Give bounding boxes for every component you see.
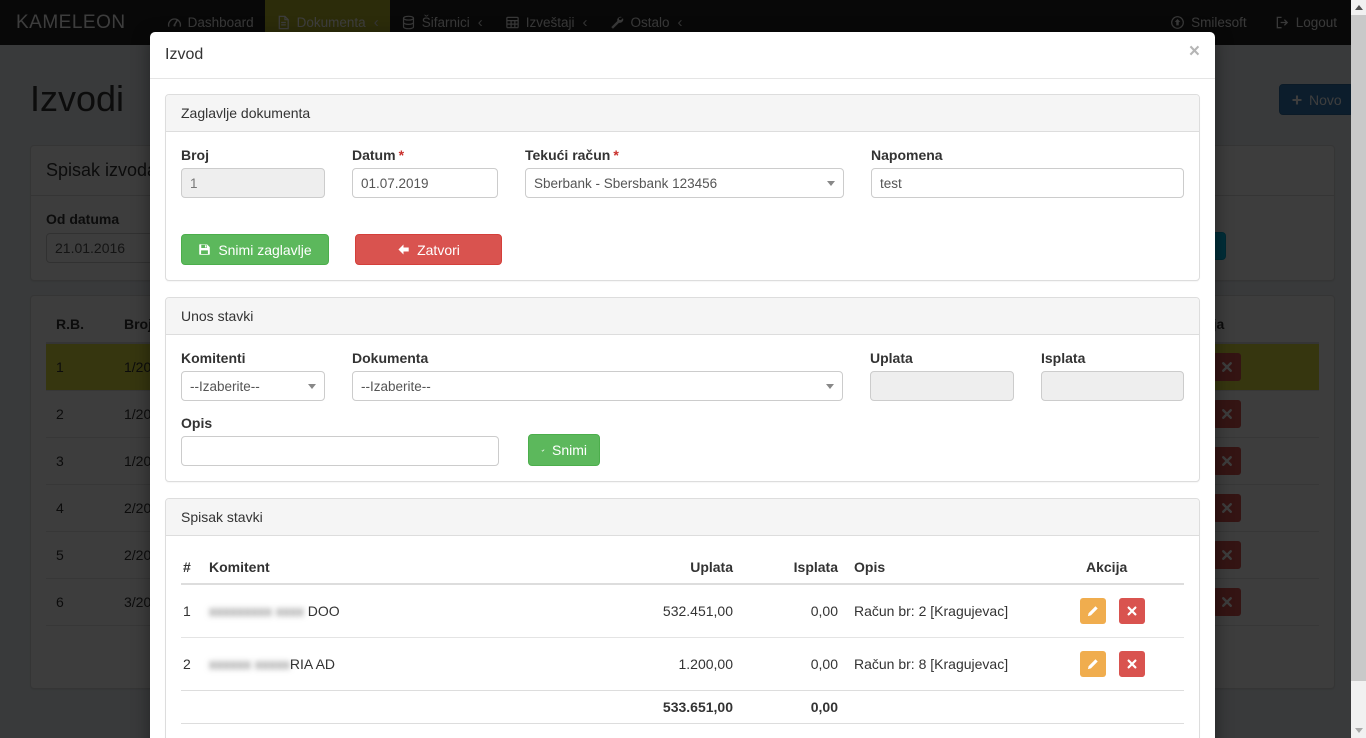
required-asterisk: * [613,147,619,163]
close-icon[interactable]: × [1188,41,1200,62]
dokumenta-select[interactable]: --Izaberite-- [352,371,843,401]
delete-button[interactable] [1118,651,1145,677]
opis-input[interactable] [181,436,499,466]
datum-label: Datum * [352,147,405,163]
zaglavlje-panel: Zaglavlje dokumenta Broj Datum* Tekući r… [165,94,1200,281]
izvod-modal: Izvod × Zaglavlje dokumenta Broj Datum* [150,32,1215,738]
cell-num: 1 [181,583,201,638]
caret-down-icon [826,383,834,389]
cell-opis: Račun br: 2 [Kragujevac] [846,583,1072,638]
stavka-row: 2 xxxxxx xxxxxRIA AD 1.200,00 0,00 Račun… [181,637,1184,691]
snimi-button[interactable]: Snimi [528,434,600,466]
x-icon [1127,606,1137,616]
arrow-left-icon [398,244,409,255]
tekuci-racun-label: Tekući račun * [525,147,619,163]
browser-scrollbar[interactable] [1351,0,1366,738]
caret-down-icon [308,383,316,389]
cell-komitent: xxxxxx xxxxxRIA AD [201,637,586,691]
zatvori-button[interactable]: Zatvori [355,234,502,265]
total-uplata: 533.651,00 [586,690,741,724]
delete-button[interactable] [1118,598,1145,624]
edit-button[interactable] [1080,598,1106,624]
stavke-table: # Komitent Uplata Isplata Opis Akcija 1 … [181,551,1184,724]
col-header-isplata: Isplata [741,551,846,585]
selected-value: Sberbank - Sbersbank 123456 [534,175,718,191]
napomena-label: Napomena [871,147,943,163]
edit-button[interactable] [1080,651,1106,677]
scrollbar-thumb[interactable] [1351,15,1366,681]
scroll-down-button[interactable] [1351,723,1366,738]
required-asterisk: * [398,147,405,163]
col-header-num: # [181,551,201,585]
cell-uplata: 1.200,00 [586,637,741,691]
modal-title: Izvod [165,46,204,63]
total-isplata: 0,00 [741,690,846,724]
isplata-input [1041,371,1184,401]
broj-input [181,168,325,198]
unos-stavki-heading: Unos stavki [166,298,1199,335]
tekuci-racun-select[interactable]: Sberbank - Sbersbank 123456 [525,168,844,198]
datum-input[interactable] [352,168,498,198]
caret-up-icon [1354,5,1363,10]
redacted-text: xxxxxxxxx xxxx [209,603,304,619]
scroll-up-button[interactable] [1351,0,1366,15]
button-label: Snimi zaglavlje [218,241,312,258]
komitenti-select[interactable]: --Izaberite-- [181,371,325,401]
cell-komitent: xxxxxxxxx xxxx DOO [201,583,586,638]
napomena-input[interactable] [871,168,1184,198]
selected-value: --Izaberite-- [361,378,431,394]
dokumenta-label: Dokumenta [352,350,429,366]
uplata-input [870,371,1014,401]
col-header-uplata: Uplata [586,551,741,585]
cell-uplata: 532.451,00 [586,583,741,638]
broj-label: Broj [181,147,209,163]
caret-down-icon [1354,728,1363,733]
cell-num: 2 [181,637,201,691]
pencil-icon [1087,606,1098,617]
zaglavlje-heading: Zaglavlje dokumenta [166,95,1199,132]
snimi-zaglavlje-button[interactable]: Snimi zaglavlje [181,234,329,265]
button-label: Zatvori [417,241,460,258]
pencil-icon [1087,659,1098,670]
x-icon [1127,659,1137,669]
modal-header: Izvod × [150,32,1215,79]
uplata-label: Uplata [870,350,913,366]
spisak-stavki-panel: Spisak stavki # Komitent Uplata Isplata … [165,498,1200,738]
unos-stavki-panel: Unos stavki Komitenti --Izaberite-- Doku… [165,297,1200,482]
col-header-akcija: Akcija [1072,551,1184,585]
stavka-row: 1 xxxxxxxxx xxxx DOO 532.451,00 0,00 Rač… [181,583,1184,638]
col-header-komitent: Komitent [201,551,586,585]
selected-value: --Izaberite-- [190,378,260,394]
cell-opis: Račun br: 8 [Kragujevac] [846,637,1072,691]
cell-isplata: 0,00 [741,583,846,638]
button-label: Snimi [551,442,587,458]
save-icon [199,244,211,255]
col-header-opis: Opis [846,551,1072,585]
komitenti-label: Komitenti [181,350,246,366]
opis-label: Opis [181,415,213,431]
spisak-stavki-heading: Spisak stavki [166,499,1199,536]
check-icon [541,448,545,452]
isplata-label: Isplata [1041,350,1086,366]
redacted-text: xxxxxx xxxxx [209,656,290,672]
total-row: 533.651,00 0,00 [181,690,1184,724]
caret-down-icon [827,180,835,186]
cell-isplata: 0,00 [741,637,846,691]
